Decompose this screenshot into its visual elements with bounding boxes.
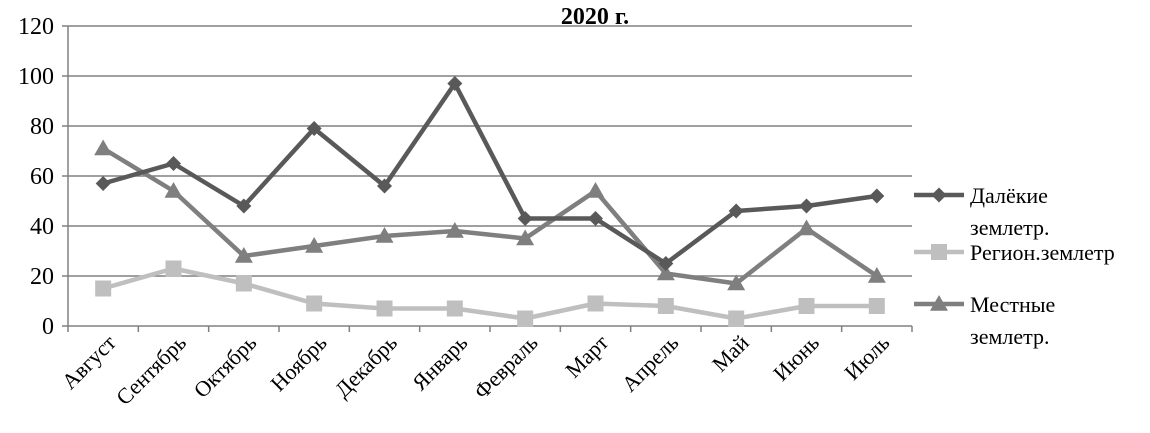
x-tick-label: Июль	[839, 330, 894, 385]
data-point	[657, 298, 674, 314]
data-point	[517, 310, 534, 327]
series-1	[95, 260, 885, 327]
data-point	[235, 275, 252, 292]
data-point	[377, 178, 392, 194]
y-tick-label: 100	[18, 64, 54, 90]
series-lines	[94, 76, 886, 327]
legend-item: Местные землетр.	[914, 292, 1055, 349]
legend-label: Далёкие	[970, 183, 1048, 208]
x-tick-label: Сентябрь	[111, 330, 191, 410]
legend-label: землетр.	[970, 215, 1050, 240]
data-point	[727, 274, 746, 291]
data-point	[516, 229, 535, 246]
data-point	[517, 211, 533, 226]
data-point	[305, 237, 324, 253]
data-point	[306, 295, 323, 312]
data-point	[95, 280, 112, 297]
data-point	[375, 227, 394, 243]
legend: Далёкиеземлетр.Регион.землетрМестныеземл…	[914, 183, 1115, 349]
data-point	[166, 156, 181, 171]
data-point	[931, 187, 947, 203]
y-tick-label: 40	[30, 214, 54, 240]
data-point	[869, 188, 885, 204]
data-point	[930, 295, 948, 311]
series-line	[102, 146, 879, 286]
series-0	[95, 76, 885, 271]
data-point	[376, 300, 393, 317]
x-tick-label: Апрель	[617, 330, 684, 397]
data-point	[658, 256, 674, 271]
x-tick-label: Март	[560, 330, 613, 383]
data-point	[236, 198, 252, 214]
series-2	[94, 139, 886, 291]
data-point	[587, 295, 604, 312]
data-point	[94, 139, 113, 156]
legend-label: Регион.землетр	[970, 240, 1115, 265]
data-point	[867, 267, 886, 283]
x-tick-label: Февраль	[469, 330, 543, 404]
x-tick-label: Май	[707, 330, 754, 377]
y-tick-label: 20	[30, 264, 54, 290]
legend-label: Местные	[970, 292, 1055, 317]
data-point	[164, 182, 183, 198]
legend-item: Далёкие землетр.	[914, 183, 1050, 240]
data-point	[798, 298, 815, 314]
data-point	[728, 203, 744, 219]
y-tick-label: 80	[30, 114, 54, 140]
data-point	[656, 264, 675, 281]
data-point	[868, 298, 885, 314]
data-point	[165, 260, 182, 277]
y-axis: 0 20 40 60 80 100 120	[18, 14, 69, 340]
x-tick-label: Октябрь	[189, 330, 262, 403]
data-point	[799, 198, 814, 214]
data-point	[728, 310, 745, 327]
x-tick-label: Ноябрь	[265, 330, 331, 396]
data-point	[447, 76, 463, 91]
legend-item: Регион.землетр	[914, 240, 1115, 265]
y-tick-label: 120	[18, 14, 54, 40]
y-tick-label: 0	[42, 314, 54, 340]
data-point	[234, 247, 253, 263]
data-point	[586, 182, 605, 198]
data-point	[588, 211, 603, 226]
series-line	[102, 266, 877, 321]
data-point	[797, 219, 816, 236]
data-point	[931, 244, 947, 260]
data-point	[95, 176, 111, 191]
x-tick-label: Январь	[407, 330, 472, 395]
x-tick-label: Декабрь	[330, 330, 402, 402]
data-point	[445, 222, 464, 238]
x-tick-label: Август	[57, 330, 121, 394]
data-point	[446, 300, 463, 317]
y-tick-label: 60	[30, 164, 54, 190]
x-tick-label: Июнь	[768, 330, 824, 386]
data-point	[306, 121, 322, 136]
legend-label: землетр.	[970, 324, 1050, 349]
series-line	[102, 81, 878, 266]
